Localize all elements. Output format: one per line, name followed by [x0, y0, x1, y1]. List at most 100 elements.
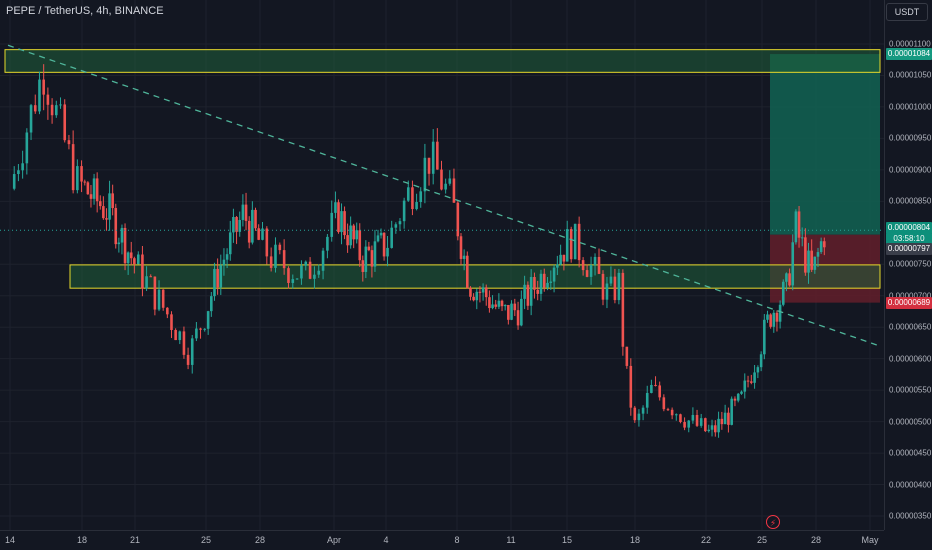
candle-body — [565, 229, 569, 262]
candle-body — [800, 237, 804, 239]
time-axis[interactable]: 14 18 21 25 28 Apr 4 8 11 15 18 22 25 28 May — [0, 530, 884, 550]
candle-body — [775, 312, 779, 322]
candle-body — [415, 202, 418, 210]
candle-body — [247, 220, 251, 243]
current-price-label: 0.00000804 — [886, 222, 932, 235]
candle-body — [105, 218, 108, 220]
candle-body — [358, 230, 362, 261]
candle-body — [687, 420, 691, 428]
candle-body — [617, 272, 621, 301]
candle-body — [213, 268, 216, 297]
candle-body — [717, 418, 720, 433]
trendline — [7, 44, 881, 347]
candle-body — [670, 409, 674, 416]
candle-body — [411, 187, 414, 210]
candle-body — [478, 291, 482, 293]
candle-body — [203, 328, 206, 330]
candle-body — [390, 227, 393, 248]
candle-body — [216, 268, 219, 288]
candle-body — [679, 414, 682, 423]
price-tick-label: 0.00000500 — [889, 417, 932, 427]
candle-body — [291, 279, 295, 283]
candle-body — [269, 256, 273, 268]
candle-body — [654, 384, 657, 386]
candle-body — [111, 193, 114, 209]
price-tick-label: 0.00001100 — [889, 39, 931, 49]
candle-body — [683, 422, 686, 428]
candle-body — [261, 228, 264, 240]
candle-body — [581, 260, 585, 271]
candle-body — [199, 328, 202, 330]
candle-body — [727, 412, 730, 425]
price-chart[interactable] — [0, 0, 884, 530]
candle-body — [210, 296, 213, 312]
candle-body — [743, 380, 747, 392]
candle-body — [753, 372, 756, 383]
candle-body — [513, 303, 517, 311]
candle-body — [444, 183, 447, 190]
lightning-icon[interactable]: ⚡ — [766, 515, 780, 529]
candle-body — [645, 392, 649, 408]
candle-body — [539, 273, 543, 294]
candle-body — [182, 331, 186, 355]
zone-box — [69, 264, 881, 289]
candle-body — [637, 413, 641, 421]
candle-body — [601, 273, 605, 300]
candle-body — [704, 418, 707, 432]
candle-body — [785, 273, 788, 282]
candle-body — [361, 260, 365, 272]
candle-body — [123, 227, 127, 264]
candle-body — [769, 314, 772, 327]
price-axis[interactable]: 0.00001100 0.00001050 0.00001000 0.00000950… — [884, 0, 932, 530]
candle-body — [17, 170, 20, 175]
time-tick-label: 8 — [454, 535, 460, 545]
price-tick-label: 0.00000700 — [889, 291, 931, 300]
candle-body — [12, 174, 16, 189]
candle-body — [186, 354, 190, 365]
candle-body — [63, 104, 67, 141]
candle-body — [370, 250, 374, 267]
candle-body — [707, 429, 711, 432]
candle-body — [605, 283, 609, 300]
candle-body — [343, 211, 346, 236]
time-tick-label: 15 — [561, 535, 573, 545]
candle-body — [699, 418, 703, 426]
candle-body — [170, 314, 173, 330]
candle-body — [313, 274, 316, 279]
candle-body — [419, 191, 423, 203]
candle-body — [376, 235, 380, 242]
candle-body — [500, 300, 504, 307]
candle-body — [559, 254, 562, 265]
time-tick-label: 4 — [383, 535, 389, 545]
time-tick-label: May — [861, 535, 879, 545]
time-tick-label: 28 — [254, 535, 266, 545]
candle-body — [282, 250, 286, 269]
candle-body — [59, 104, 62, 106]
candle-body — [491, 304, 494, 309]
candle-body — [367, 246, 371, 251]
candle-body — [440, 169, 443, 190]
candle-body — [145, 276, 148, 289]
candle-body — [251, 209, 254, 243]
candle-body — [257, 228, 260, 240]
candle-body — [529, 277, 533, 306]
candle-body — [797, 211, 801, 238]
countdown-label: 03:58:10 — [886, 233, 932, 246]
candle-body — [781, 281, 785, 305]
candle-body — [373, 241, 377, 267]
candle-body — [730, 398, 733, 425]
chart-area[interactable]: PEPE / TetherUS, 4h, BINANCE — [0, 0, 884, 530]
price-tick-label: 0.00000600 — [889, 354, 932, 364]
candle-body — [766, 314, 769, 320]
candle-body — [379, 232, 383, 236]
candle-body — [750, 381, 753, 383]
candle-body — [533, 277, 536, 290]
candle-body — [459, 236, 463, 259]
candle-body — [241, 204, 245, 220]
candle-body — [108, 193, 111, 220]
price-tick-label: 0.00000650 — [889, 322, 932, 332]
currency-button[interactable]: USDT — [886, 3, 928, 21]
symbol-title[interactable]: PEPE / TetherUS, 4h, BINANCE — [6, 5, 164, 17]
candle-body — [317, 270, 321, 275]
candle-body — [222, 259, 226, 266]
